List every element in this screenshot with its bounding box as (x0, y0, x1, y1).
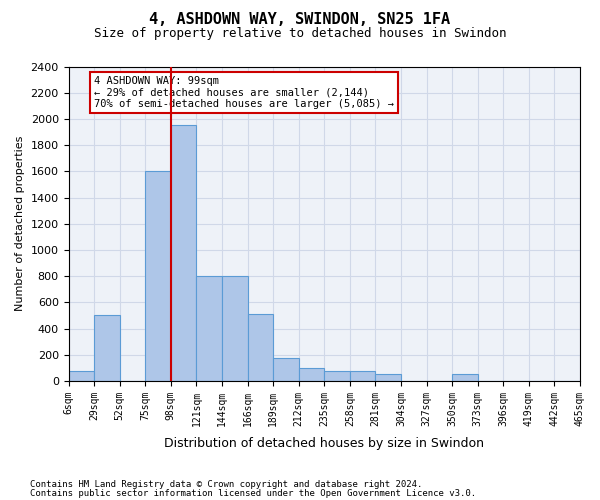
X-axis label: Distribution of detached houses by size in Swindon: Distribution of detached houses by size … (164, 437, 484, 450)
Bar (273, 358, 299, 381)
Bar (145, 172, 171, 381)
Text: 4 ASHDOWN WAY: 99sqm
← 29% of detached houses are smaller (2,144)
70% of semi-de: 4 ASHDOWN WAY: 99sqm ← 29% of detached h… (94, 76, 394, 109)
Bar (376, 374, 401, 381)
Text: Contains public sector information licensed under the Open Government Licence v3: Contains public sector information licen… (30, 488, 476, 498)
Bar (196, 276, 222, 381)
Bar (248, 314, 273, 381)
Bar (350, 371, 376, 381)
Bar (299, 368, 324, 381)
Y-axis label: Number of detached properties: Number of detached properties (15, 136, 25, 312)
Text: Contains HM Land Registry data © Crown copyright and database right 2024.: Contains HM Land Registry data © Crown c… (30, 480, 422, 489)
Bar (171, 126, 196, 381)
Bar (68, 371, 94, 381)
Text: 4, ASHDOWN WAY, SWINDON, SN25 1FA: 4, ASHDOWN WAY, SWINDON, SN25 1FA (149, 12, 451, 28)
Bar (452, 374, 478, 381)
Text: Size of property relative to detached houses in Swindon: Size of property relative to detached ho… (94, 28, 506, 40)
Bar (324, 371, 350, 381)
Bar (94, 316, 119, 381)
Bar (222, 276, 248, 381)
